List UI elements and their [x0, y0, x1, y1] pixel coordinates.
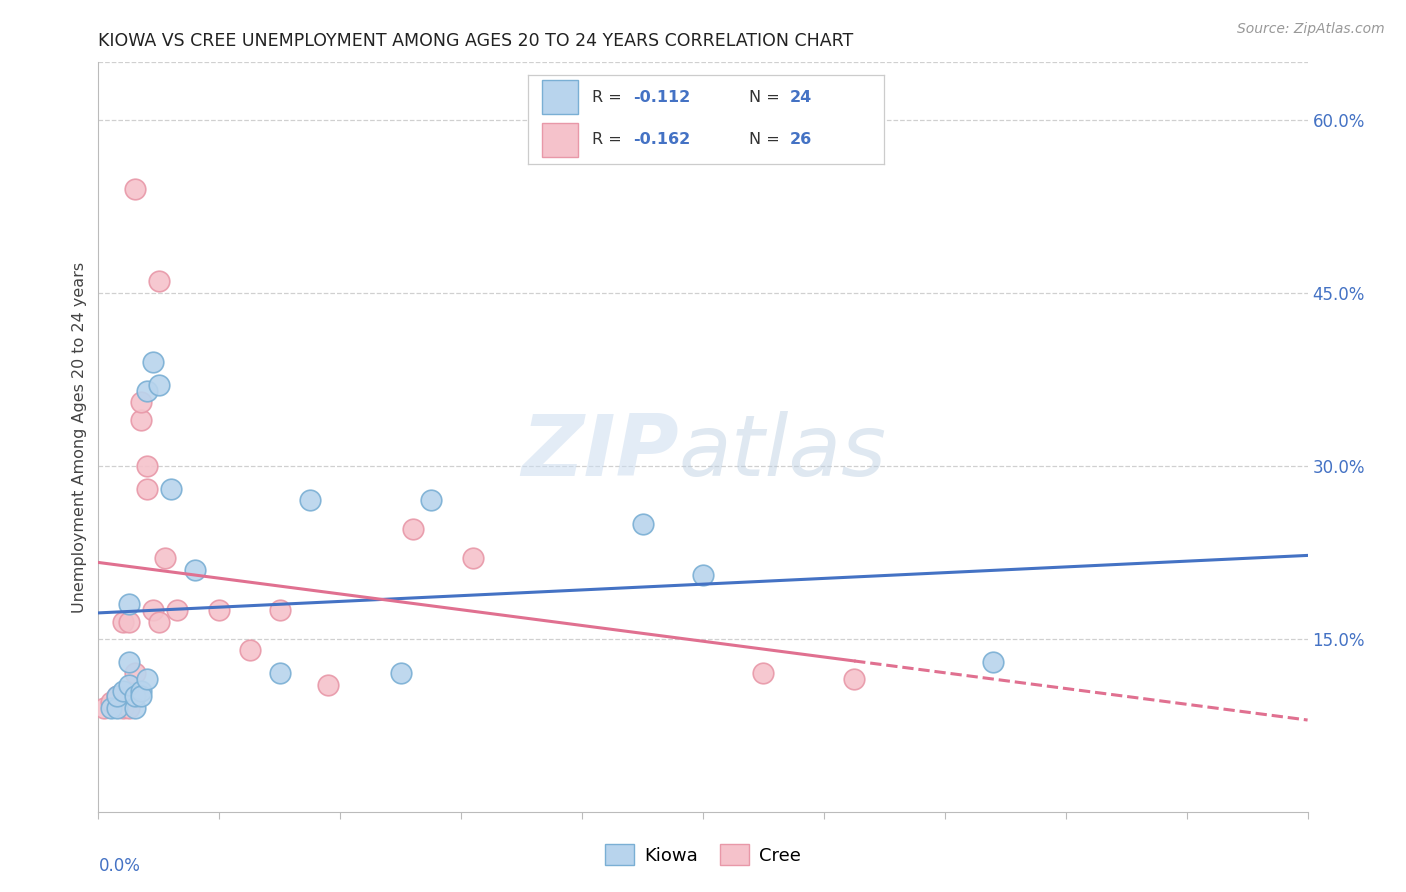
- Point: [105, 690, 128, 704]
- Point: [100, 695, 122, 709]
- Point: [631, 516, 654, 531]
- Point: [111, 683, 134, 698]
- Text: 0.0%: 0.0%: [98, 856, 141, 875]
- Point: [269, 666, 291, 681]
- Point: [184, 563, 207, 577]
- Point: [148, 615, 170, 629]
- Point: [239, 643, 262, 657]
- Point: [105, 701, 128, 715]
- Point: [118, 701, 141, 715]
- Point: [316, 678, 339, 692]
- Point: [148, 378, 170, 392]
- Point: [124, 182, 146, 196]
- Point: [420, 493, 443, 508]
- Legend: Kiowa, Cree: Kiowa, Cree: [596, 835, 810, 874]
- Point: [148, 275, 170, 289]
- Point: [124, 690, 146, 704]
- Point: [118, 655, 141, 669]
- Text: KIOWA VS CREE UNEMPLOYMENT AMONG AGES 20 TO 24 YEARS CORRELATION CHART: KIOWA VS CREE UNEMPLOYMENT AMONG AGES 20…: [98, 32, 853, 50]
- Point: [100, 701, 122, 715]
- Point: [111, 701, 134, 715]
- Point: [118, 597, 141, 611]
- Point: [129, 395, 152, 409]
- Y-axis label: Unemployment Among Ages 20 to 24 years: Unemployment Among Ages 20 to 24 years: [72, 261, 87, 613]
- Point: [153, 551, 176, 566]
- Point: [463, 551, 485, 566]
- Point: [389, 666, 412, 681]
- Point: [129, 413, 152, 427]
- Point: [129, 690, 152, 704]
- Point: [129, 683, 152, 698]
- Point: [135, 672, 157, 686]
- Point: [981, 655, 1004, 669]
- Point: [118, 678, 141, 692]
- Point: [124, 701, 146, 715]
- Point: [142, 355, 165, 369]
- Point: [692, 568, 714, 582]
- Point: [299, 493, 322, 508]
- Point: [402, 522, 425, 536]
- Point: [93, 701, 115, 715]
- Point: [135, 458, 157, 473]
- Point: [844, 672, 866, 686]
- Text: Source: ZipAtlas.com: Source: ZipAtlas.com: [1237, 22, 1385, 37]
- Point: [208, 603, 231, 617]
- Text: ZIP: ZIP: [522, 410, 679, 493]
- Point: [111, 615, 134, 629]
- Point: [124, 666, 146, 681]
- Point: [135, 384, 157, 398]
- Point: [118, 615, 141, 629]
- Point: [752, 666, 775, 681]
- Text: atlas: atlas: [679, 410, 887, 493]
- Point: [269, 603, 291, 617]
- Point: [142, 603, 165, 617]
- Point: [105, 690, 128, 704]
- Point: [166, 603, 188, 617]
- Point: [160, 482, 183, 496]
- Point: [135, 482, 157, 496]
